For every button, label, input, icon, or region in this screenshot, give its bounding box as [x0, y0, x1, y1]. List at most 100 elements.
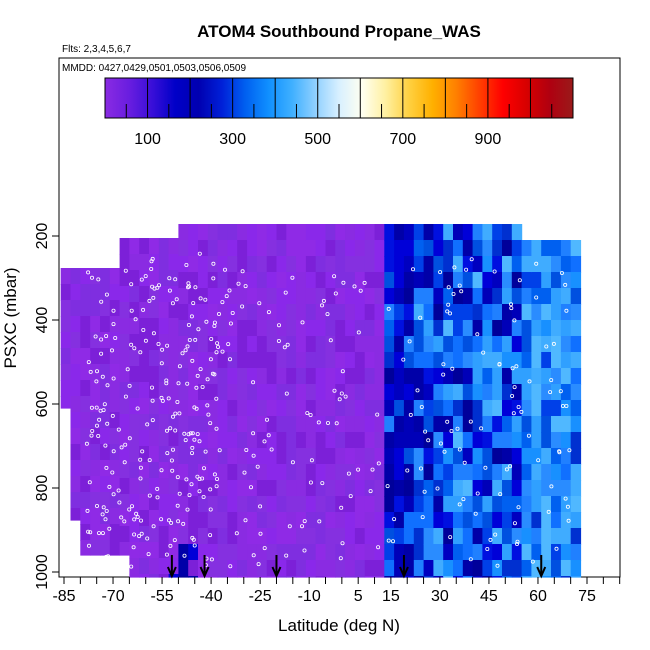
- heatmap-cell: [511, 272, 523, 289]
- sample-point: [220, 300, 225, 305]
- sample-point: [504, 467, 509, 472]
- heatmap-cell: [80, 428, 91, 445]
- heatmap-cell: [247, 512, 258, 529]
- sample-point: [212, 472, 217, 477]
- flight-arrow-marker: [199, 555, 210, 579]
- sample-point: [551, 341, 556, 346]
- sample-point: [206, 412, 211, 417]
- heatmap-cell: [551, 400, 562, 417]
- sample-point: [150, 284, 155, 289]
- heatmap-cell: [109, 396, 121, 413]
- heatmap-cell: [158, 414, 170, 431]
- heatmap-cell: [502, 320, 513, 337]
- sample-point: [481, 350, 486, 355]
- sample-point: [514, 364, 519, 369]
- sample-point: [251, 380, 256, 385]
- heatmap-cell: [237, 352, 248, 369]
- heatmap-cell: [403, 272, 415, 289]
- sample-point: [129, 564, 134, 569]
- heatmap-cell: [100, 540, 111, 556]
- heatmap-cell: [374, 464, 385, 481]
- heatmap-cell: [237, 336, 248, 353]
- heatmap-cell: [443, 464, 454, 481]
- heatmap-cell: [433, 464, 444, 481]
- heatmap-cell: [109, 364, 121, 381]
- heatmap-cell: [276, 368, 287, 385]
- heatmap-cell: [492, 464, 503, 481]
- sample-point: [457, 447, 462, 452]
- heatmap-cell: [286, 256, 297, 273]
- heatmap-cell: [325, 448, 336, 465]
- sample-point: [85, 508, 90, 513]
- heatmap-cell: [129, 398, 140, 415]
- heatmap-cell: [541, 368, 552, 385]
- heatmap-cell: [70, 508, 81, 521]
- heatmap-cell: [511, 432, 523, 449]
- heatmap-cell: [541, 448, 552, 465]
- sample-point: [104, 292, 109, 297]
- sample-point: [149, 385, 154, 390]
- heatmap-cell: [207, 320, 219, 337]
- heatmap-cell: [482, 368, 493, 385]
- sample-point: [222, 267, 227, 272]
- heatmap-cell: [482, 320, 493, 337]
- sample-point: [422, 489, 427, 494]
- sample-point: [164, 428, 169, 433]
- heatmap-cell: [531, 384, 542, 401]
- heatmap-cell: [178, 480, 189, 497]
- heatmap-cell: [119, 350, 130, 367]
- heatmap-cell: [237, 432, 248, 449]
- heatmap-cell: [129, 494, 140, 511]
- heatmap-cell: [325, 576, 336, 578]
- heatmap-cell: [492, 560, 503, 577]
- heatmap-cell: [354, 480, 366, 497]
- heatmap-cell: [492, 272, 503, 289]
- heatmap-cell: [119, 398, 130, 415]
- heatmap-cell: [345, 448, 356, 465]
- heatmap-cell: [207, 384, 219, 401]
- sample-point: [192, 405, 197, 410]
- heatmap-cell: [423, 480, 434, 497]
- heatmap-cell: [286, 432, 297, 449]
- sample-point: [167, 288, 172, 293]
- sample-point: [495, 563, 500, 568]
- heatmap-cell: [70, 412, 81, 429]
- sample-point: [151, 295, 156, 300]
- sample-point: [200, 384, 205, 389]
- heatmap-cell: [227, 272, 238, 289]
- heatmap-cell: [403, 528, 415, 545]
- heatmap-cell: [345, 320, 356, 337]
- heatmap-cell: [168, 542, 179, 559]
- heatmap-cell: [139, 494, 150, 511]
- heatmap-cell: [198, 464, 209, 481]
- heatmap-cell: [158, 302, 170, 319]
- heatmap-cell: [60, 284, 72, 301]
- sample-point: [449, 428, 454, 433]
- heatmap-cell: [345, 384, 356, 401]
- heatmap-cell: [502, 272, 513, 289]
- heatmap-cell: [482, 416, 493, 433]
- heatmap-cell: [453, 528, 464, 545]
- sample-point: [445, 309, 450, 314]
- heatmap-cell: [149, 478, 160, 495]
- heatmap-cell: [207, 352, 219, 369]
- heatmap-cell: [462, 272, 474, 289]
- heatmap-cell: [188, 464, 199, 481]
- heatmap-cell: [227, 304, 238, 321]
- sample-point: [266, 433, 271, 438]
- chart-title: ATOM4 Southbound Propane_WAS: [197, 22, 481, 41]
- heatmap-cell: [384, 416, 395, 433]
- heatmap-cell: [315, 368, 327, 385]
- heatmap-cell: [443, 576, 454, 578]
- sample-point: [181, 521, 186, 526]
- heatmap-cell: [335, 448, 346, 465]
- heatmap-cell: [472, 368, 483, 385]
- heatmap-cell: [531, 320, 542, 337]
- heatmap-cell: [531, 480, 542, 497]
- heatmap-cell: [119, 510, 130, 527]
- sample-point: [149, 266, 154, 271]
- heatmap-cell: [541, 432, 552, 449]
- heatmap-cell: [345, 240, 356, 257]
- sample-point: [129, 308, 134, 313]
- heatmap-cell: [70, 348, 81, 365]
